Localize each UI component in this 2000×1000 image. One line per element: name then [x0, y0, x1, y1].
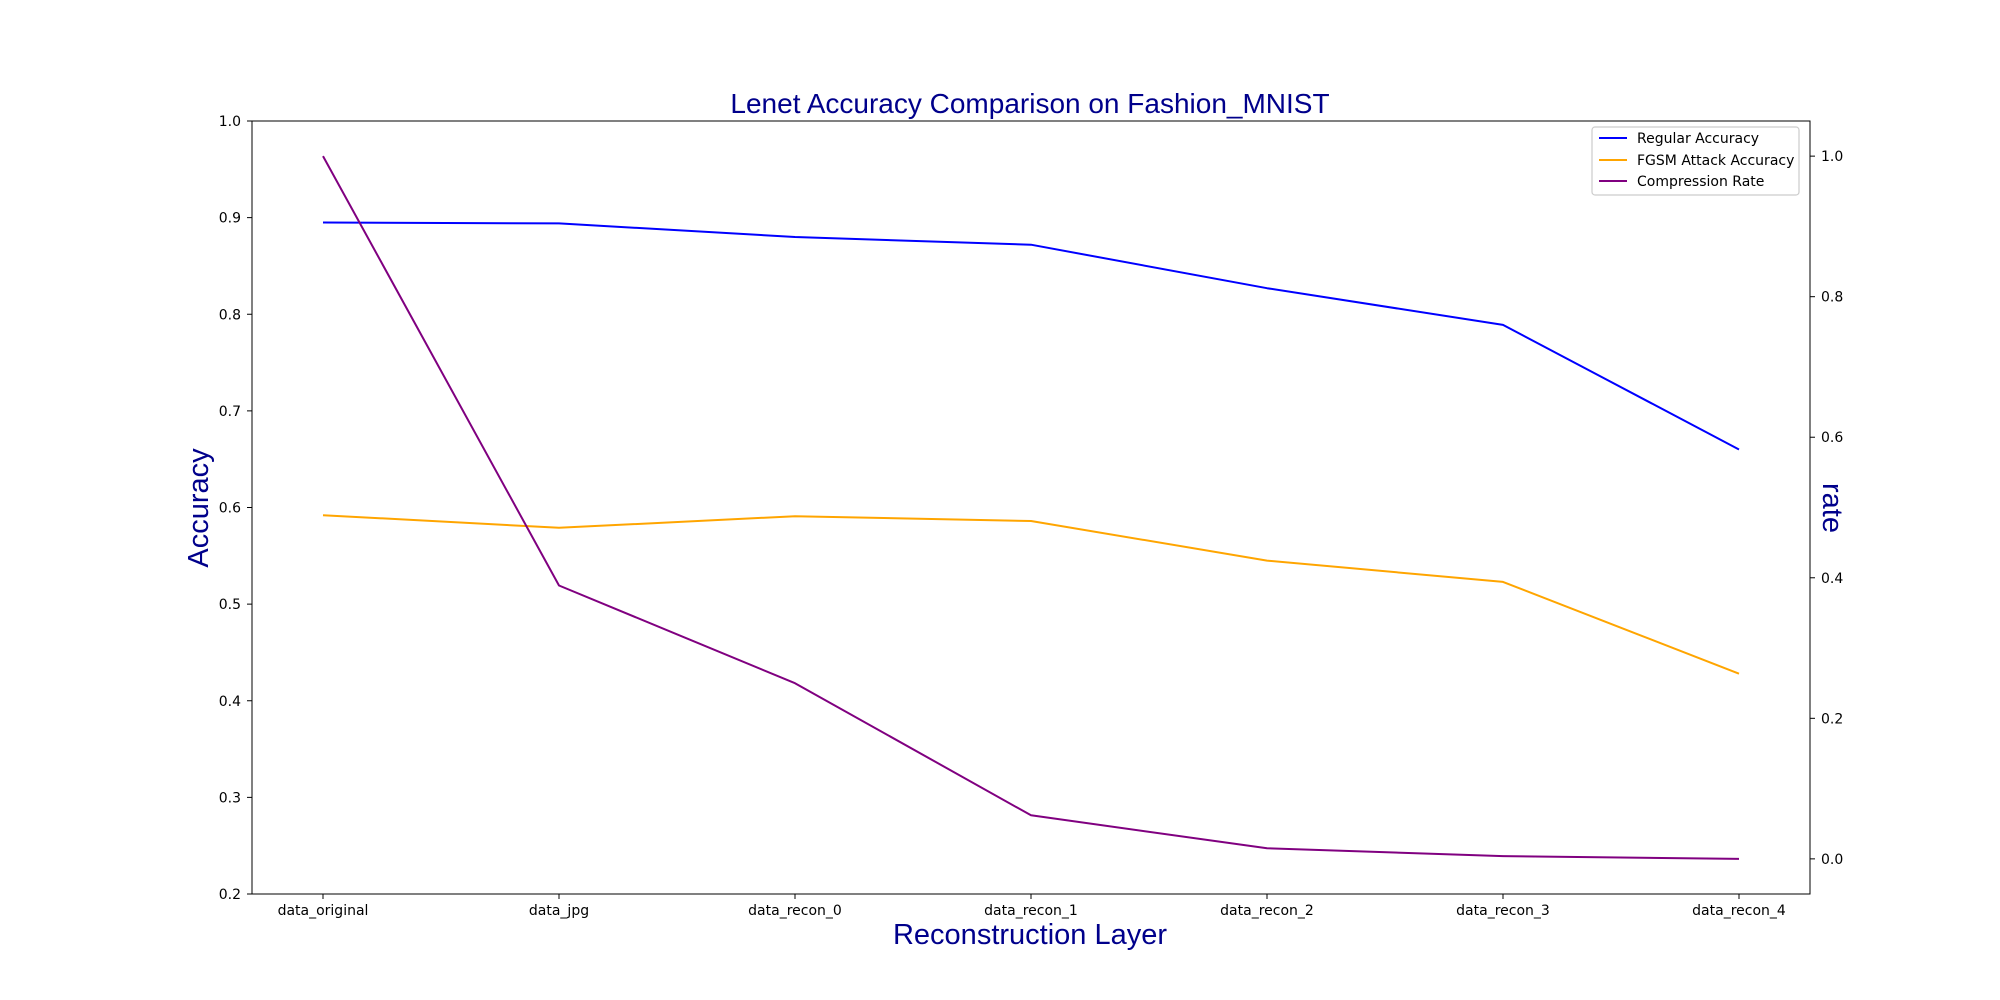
series-line-compression-rate [322, 155, 1740, 860]
y-right-tick-label: 0.4 [1821, 571, 1843, 587]
legend-label-compression-rate: Compression Rate [1637, 174, 1764, 190]
y-tick-label: 0.5 [219, 597, 241, 613]
y-tick-label: 0.9 [219, 211, 241, 227]
y-right-tick-label: 0.8 [1821, 290, 1843, 306]
x-tick-label: data_recon_4 [1692, 903, 1786, 919]
x-axis-label: Reconstruction Layer [893, 919, 1167, 951]
y-tick-label: 0.6 [219, 501, 241, 517]
y-right-tick-label: 0.2 [1821, 711, 1843, 727]
y-tick-label: 0.4 [219, 694, 241, 710]
y-right-tick-label: 0.6 [1821, 430, 1843, 446]
y-axis-right-label: rate [1816, 483, 1848, 533]
x-tick-label: data_original [278, 903, 369, 919]
legend-box [1591, 126, 1800, 196]
x-tick-label: data_jpg [529, 903, 589, 919]
y-right-tick-label: 1.0 [1821, 149, 1843, 165]
series-line-fgsm-attack-accuracy [322, 514, 1740, 675]
legend-label-regular-accuracy: Regular Accuracy [1637, 131, 1759, 147]
chart-title: Lenet Accuracy Comparison on Fashion_MNI… [730, 88, 1329, 119]
y-tick-label: 0.8 [219, 307, 241, 323]
x-tick-label: data_recon_0 [748, 903, 842, 919]
legend-label-fgsm-attack-accuracy: FGSM Attack Accuracy [1637, 153, 1794, 169]
y-right-tick-label: 0.0 [1821, 852, 1843, 868]
y-tick-label: 1.0 [219, 114, 241, 130]
axes-layer [251, 120, 1811, 895]
y-tick-label: 0.2 [219, 887, 241, 903]
x-tick-label: data_recon_1 [984, 903, 1078, 919]
series-layer [322, 155, 1740, 860]
y-tick-label: 0.3 [219, 790, 241, 806]
y-tick-label: 0.7 [219, 404, 241, 420]
plot-frame [251, 120, 1811, 895]
x-tick-label: data_recon_3 [1456, 903, 1550, 919]
legend: Regular Accuracy FGSM Attack Accuracy Co… [1591, 126, 1800, 196]
x-tick-label: data_recon_2 [1220, 903, 1314, 919]
ticks-layer: 0.2 0.3 0.4 0.5 0.6 0.7 0.8 0.9 1.0 0.0 0.2 0.4 0.6 0… [219, 114, 1844, 919]
series-line-regular-accuracy [322, 221, 1740, 451]
y-axis-label: Accuracy [183, 448, 215, 568]
